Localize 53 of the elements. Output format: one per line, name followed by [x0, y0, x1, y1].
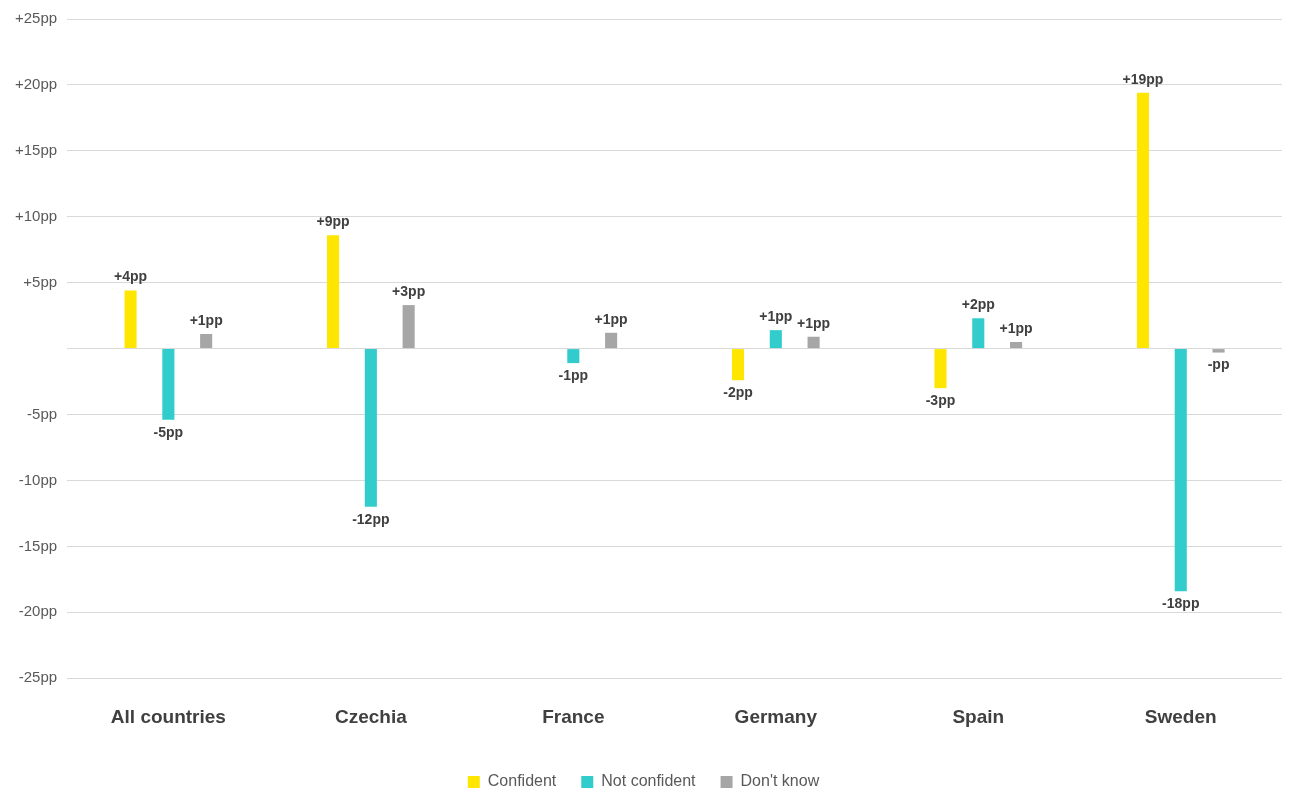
legend-label: Confident: [487, 772, 557, 790]
y-tick-label: +5pp: [23, 272, 58, 290]
bar: [769, 330, 782, 349]
data-label: -1pp: [558, 366, 589, 383]
y-tick-label: +10pp: [14, 206, 58, 224]
data-label: +3pp: [392, 282, 426, 299]
y-tick-label: -20pp: [18, 602, 58, 620]
bar: [567, 349, 580, 364]
x-tick-label: Czechia: [334, 705, 408, 727]
data-label: +1pp: [759, 308, 793, 324]
bar: [972, 318, 985, 349]
data-label: +2pp: [961, 296, 995, 313]
x-tick-label: Germany: [734, 705, 818, 727]
x-tick-label: All countries: [110, 705, 226, 727]
x-tick-label: Sweden: [1144, 705, 1217, 727]
bar: [1136, 92, 1150, 349]
data-label: +9pp: [316, 213, 350, 230]
legend-label: Don't know: [740, 772, 820, 790]
data-label: +4pp: [114, 268, 148, 285]
data-label: -pp: [1207, 356, 1230, 373]
y-tick-label: +15pp: [14, 140, 58, 158]
bar: [327, 235, 340, 349]
bar: [807, 336, 820, 349]
data-label: +1pp: [189, 311, 223, 328]
y-tick-label: +25pp: [14, 9, 58, 27]
bar: [1212, 349, 1225, 353]
y-tick-label: -5pp: [27, 404, 58, 422]
y-tick-label: +20pp: [14, 75, 58, 93]
data-label: +1pp: [999, 319, 1033, 336]
bar: [1010, 342, 1023, 349]
y-tick-label: -15pp: [18, 536, 58, 554]
data-label: -3pp: [925, 392, 956, 409]
bar: [364, 349, 377, 507]
bar: [200, 334, 213, 349]
data-label: -12pp: [352, 510, 390, 527]
bar: [1174, 349, 1187, 592]
bar: [402, 305, 415, 349]
bar: [605, 332, 618, 349]
x-tick-label: Spain: [952, 705, 1005, 727]
y-tick-label: -25pp: [18, 668, 58, 686]
bar: [162, 349, 175, 420]
data-label: -18pp: [1162, 595, 1200, 612]
x-tick-label: France: [542, 705, 605, 727]
data-label: -5pp: [153, 423, 184, 440]
bar: [934, 349, 947, 389]
data-label: +1pp: [797, 314, 831, 331]
bar: [124, 290, 137, 349]
data-label: +19pp: [1122, 70, 1164, 87]
data-label: +1pp: [594, 310, 628, 327]
y-tick-label: -10pp: [18, 470, 58, 488]
data-label: -2pp: [723, 384, 753, 401]
bar: [731, 349, 745, 381]
legend-label: Not confident: [601, 772, 697, 790]
